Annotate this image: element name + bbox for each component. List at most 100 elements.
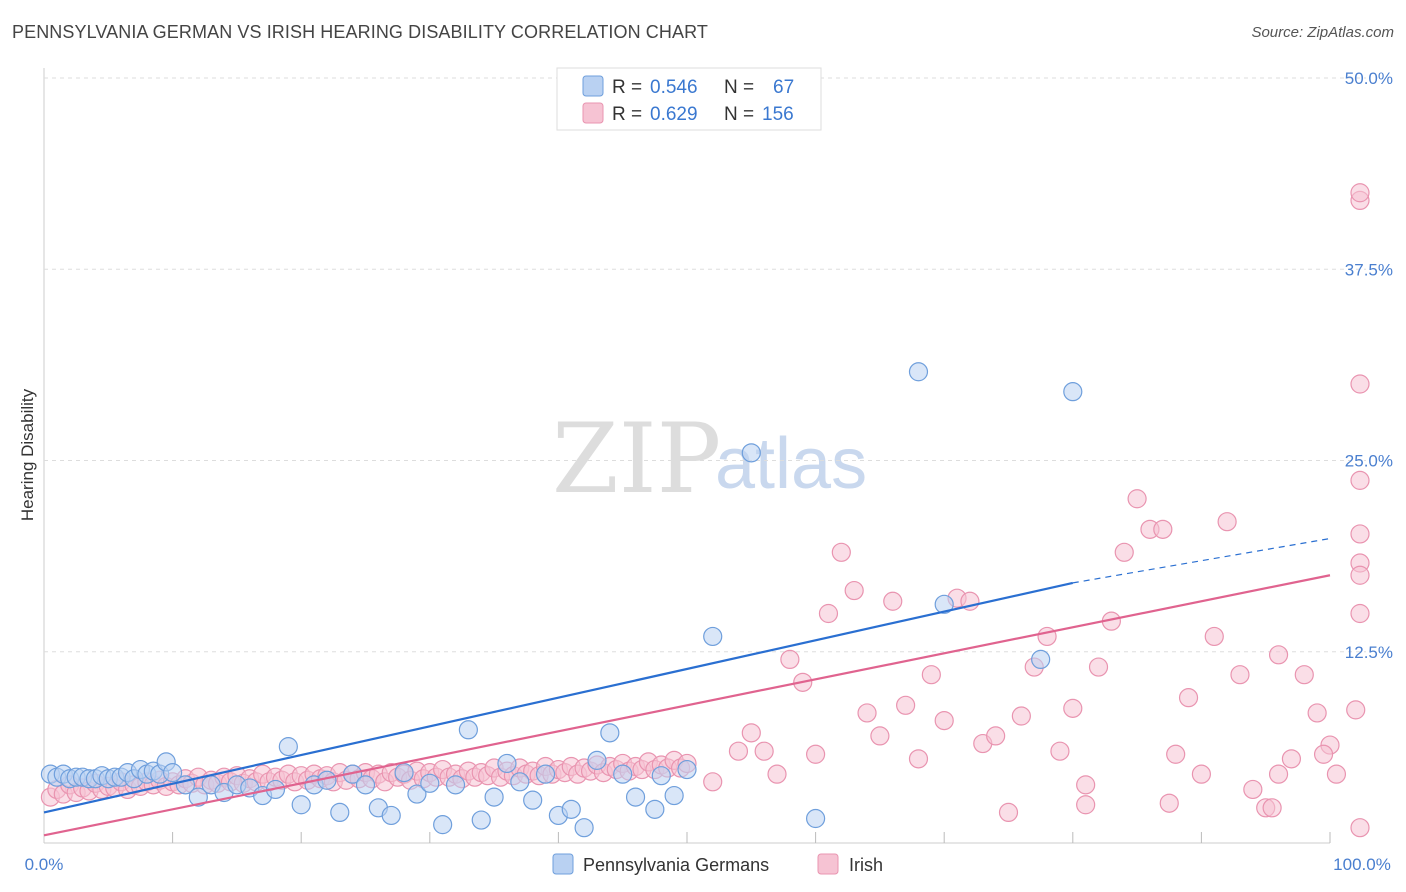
irish-point <box>857 703 877 723</box>
irish-point <box>1350 470 1370 490</box>
irish-point <box>1313 744 1334 764</box>
legend-n-value-blue: 67 <box>773 77 794 98</box>
pennsylvania-german-point <box>394 763 414 783</box>
irish-point <box>1114 542 1134 562</box>
irish-point <box>1127 489 1147 509</box>
irish-point <box>1350 603 1370 624</box>
irish-point <box>1281 749 1302 769</box>
pennsylvania-german-point <box>484 787 504 807</box>
irish-point <box>1294 665 1314 685</box>
series-label-pink: Irish <box>849 855 883 875</box>
legend-n-label-pink: N = <box>724 104 754 125</box>
watermark-atlas: atlas <box>715 424 867 504</box>
series-legend: Pennsylvania Germans Irish <box>552 853 883 875</box>
irish-point <box>1262 798 1282 818</box>
x-tick-label-max: 100.0% <box>1333 855 1391 874</box>
pennsylvania-german-point <box>433 815 453 835</box>
irish-point <box>767 764 787 784</box>
legend-n-value-pink: 156 <box>762 104 794 125</box>
pennsylvania-german-point <box>651 766 671 786</box>
irish-point <box>1088 657 1109 677</box>
legend-swatch-pink <box>582 102 604 124</box>
legend-n-label-blue: N = <box>724 77 754 98</box>
irish-point <box>1243 779 1263 800</box>
pennsylvania-german-point <box>741 443 761 463</box>
legend-r-label-blue: R = <box>612 77 642 98</box>
irish-point <box>870 726 890 746</box>
irish-point <box>1204 626 1224 647</box>
pennsylvania-german-point <box>574 818 594 838</box>
y-tick-label: 50.0% <box>1345 69 1393 88</box>
irish-point <box>728 741 749 761</box>
irish-point <box>780 649 800 670</box>
pennsylvania-german-point <box>1063 382 1083 402</box>
pennsylvania-german-point <box>703 626 723 647</box>
irish-point <box>1159 793 1179 813</box>
watermark-zip: ZIP <box>552 403 721 515</box>
pennsylvania-german-point <box>407 784 427 804</box>
irish-point <box>883 591 903 611</box>
irish-point <box>1268 764 1289 784</box>
irish-point <box>818 603 839 624</box>
irish-point <box>741 723 761 743</box>
pennsylvania-german-point <box>330 802 350 823</box>
pennsylvania-german-point <box>561 799 581 819</box>
irish-point <box>1063 698 1083 718</box>
irish-point <box>986 726 1006 746</box>
trend-lines <box>43 537 1331 837</box>
y-tick-label: 37.5% <box>1345 260 1393 279</box>
pennsylvania-german-point <box>805 808 826 829</box>
irish-point <box>1350 818 1370 838</box>
irish-point <box>703 772 723 792</box>
irish-point <box>1350 183 1370 203</box>
pennsylvania-german-point <box>625 787 646 807</box>
pennsylvania-german-point <box>163 763 183 783</box>
pennsylvania-german-point <box>355 775 376 795</box>
pennsylvania-german-point <box>613 764 633 784</box>
legend-r-value-blue: 0.546 <box>650 77 698 98</box>
irish-point <box>1268 645 1289 665</box>
grid <box>44 77 1366 653</box>
pennsylvania-german-point <box>664 785 684 806</box>
pennsylvania-german-point <box>381 805 401 826</box>
pennsylvania-german-point <box>445 775 466 795</box>
trend-line-blue <box>43 581 1074 814</box>
pennsylvania-german-point <box>934 594 954 614</box>
x-tick-marks <box>172 832 1331 843</box>
irish-point <box>1350 374 1370 394</box>
irish-point <box>754 741 774 761</box>
pennsylvania-german-point <box>420 773 440 793</box>
y-tick-label: 12.5% <box>1345 643 1393 662</box>
y-tick-label: 25.0% <box>1345 452 1393 471</box>
y-tick-labels: 12.5% 25.0% 37.5% 50.0% <box>1345 69 1393 662</box>
pennsylvania-german-point <box>908 362 929 382</box>
x-tick-label-min: 0.0% <box>25 855 64 874</box>
irish-point <box>1350 524 1370 544</box>
irish-point <box>998 802 1019 823</box>
irish-point <box>908 749 929 769</box>
pennsylvania-german-point <box>497 753 517 774</box>
correlation-legend: R = 0.546 N = 67 R = 0.629 N = 156 <box>556 67 822 131</box>
irish-point <box>1307 703 1327 723</box>
irish-point <box>1346 700 1366 720</box>
irish-point <box>844 580 864 601</box>
trend-line-pink <box>43 574 1331 837</box>
pennsylvania-german-point <box>535 764 556 784</box>
pennsylvania-german-point <box>587 750 607 770</box>
pennsylvania-german-point <box>291 795 311 815</box>
pennsylvania-german-point <box>278 737 298 757</box>
irish-point <box>1011 706 1031 726</box>
y-axis-label: Hearing Disability <box>18 388 37 521</box>
irish-point <box>1153 519 1173 539</box>
pennsylvania-german-point <box>677 759 697 780</box>
series-swatch-pink <box>817 853 839 875</box>
pennsylvania-german-point <box>523 790 543 810</box>
irish-point <box>1076 775 1096 795</box>
irish-point <box>921 665 941 685</box>
legend-r-value-pink: 0.629 <box>650 104 698 125</box>
irish-point <box>1230 665 1250 685</box>
legend-swatch-blue <box>582 75 604 97</box>
irish-point <box>1191 764 1212 784</box>
pennsylvania-german-point <box>188 787 208 807</box>
